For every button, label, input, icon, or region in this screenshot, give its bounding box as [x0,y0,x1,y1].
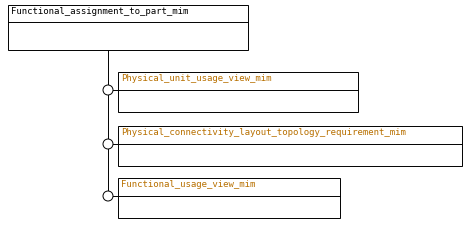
Text: Functional_usage_view_mim: Functional_usage_view_mim [121,180,255,189]
Text: Physical_unit_usage_view_mim: Physical_unit_usage_view_mim [121,74,271,83]
Circle shape [103,139,113,149]
Bar [118,126,462,166]
Text: Functional_assignment_to_part_mim: Functional_assignment_to_part_mim [11,7,188,16]
Bar [8,5,248,50]
Circle shape [103,85,113,95]
Bar [118,72,358,112]
Bar [118,178,340,218]
Text: Physical_connectivity_layout_topology_requirement_mim: Physical_connectivity_layout_topology_re… [121,128,406,137]
Circle shape [103,191,113,201]
